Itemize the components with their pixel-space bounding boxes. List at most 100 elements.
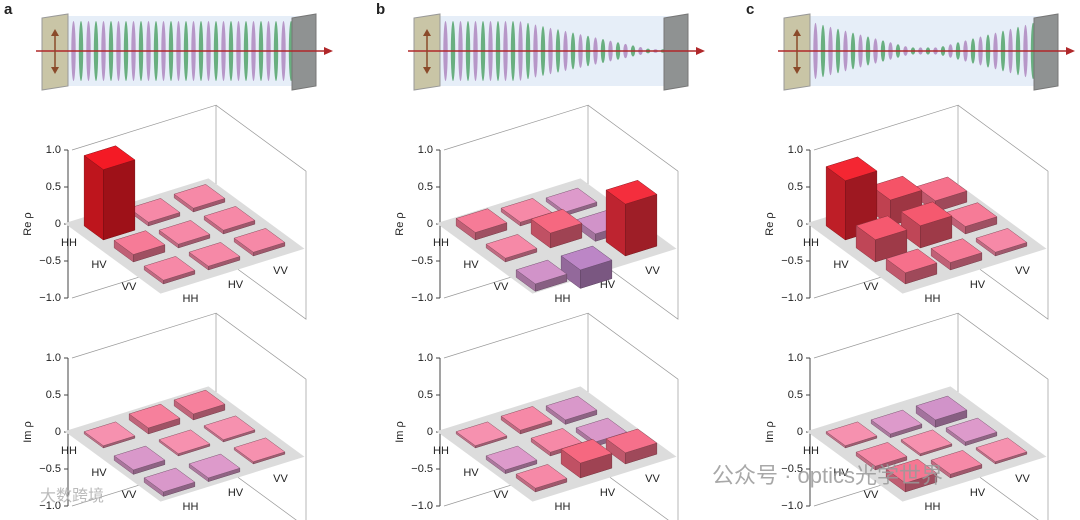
side-wall: [587, 312, 679, 520]
bar-face-top: [870, 175, 923, 201]
z-tick-label: −1.0: [39, 500, 61, 512]
bar-face-top: [825, 156, 878, 182]
column-label: VV: [273, 473, 288, 485]
bar-face-top: [455, 208, 508, 233]
column-label: HV: [600, 487, 616, 499]
polarization-arrow: [51, 67, 59, 74]
column-label: HV: [600, 279, 616, 291]
bar: [455, 421, 508, 449]
bar: [173, 184, 226, 213]
bar-face-top: [113, 230, 166, 255]
bar: [188, 242, 241, 271]
bar-face-top: [605, 428, 658, 454]
bar-face-top: [158, 429, 211, 454]
side-wall: [957, 312, 1049, 520]
bar: [143, 467, 196, 497]
bar-face-top: [203, 206, 256, 231]
z-tick-label: 0: [797, 426, 803, 438]
bar-face-top: [855, 215, 908, 241]
bar: [855, 215, 908, 263]
bar-face-front: [625, 194, 658, 257]
z-tick-label: 1.0: [418, 352, 433, 364]
row-label: VV: [122, 281, 137, 293]
bar: [203, 415, 256, 443]
bar-face-top: [560, 438, 613, 464]
bar-face-top: [930, 238, 983, 263]
row-label: VV: [494, 489, 509, 501]
z-tick-label: −0.5: [411, 463, 433, 475]
bar: [885, 248, 938, 285]
column-label: VV: [1015, 473, 1030, 485]
bar: [900, 201, 953, 249]
z-tick-label: 1.0: [418, 144, 433, 156]
column-label: HH: [555, 501, 571, 513]
row-label: HH: [803, 237, 819, 249]
z-tick-label: 0.5: [788, 181, 803, 193]
z-axis-label: Re ρ: [394, 212, 406, 235]
bar-face-top: [915, 395, 968, 421]
z-tick-label: 0.5: [46, 181, 61, 193]
bar-face-top: [188, 453, 241, 479]
cavity-illustration: [408, 13, 705, 91]
z-tick-label: −1.0: [39, 292, 61, 304]
bar-face-top: [143, 467, 196, 493]
bar: [83, 421, 136, 449]
z-axis-label: Re ρ: [764, 212, 776, 235]
bar-face-top: [545, 187, 598, 213]
cavity-illustration: [36, 13, 333, 91]
row-label: HV: [91, 259, 107, 271]
z-tick-label: 0: [427, 218, 433, 230]
bar: [173, 389, 226, 421]
bar-face-top: [545, 395, 598, 421]
bar-face-top: [975, 437, 1028, 462]
z-axis-label: Im ρ: [764, 421, 776, 443]
bar: [233, 437, 286, 465]
bar: [560, 438, 613, 479]
z-axis-label: Im ρ: [22, 421, 34, 443]
z-tick-label: −0.5: [411, 255, 433, 267]
bar-face-top: [530, 208, 583, 234]
bar-face-top: [113, 445, 166, 471]
z-tick-label: 1.0: [788, 352, 803, 364]
bar: [930, 238, 983, 271]
side-wall: [587, 104, 679, 320]
column-label: VV: [645, 473, 660, 485]
bar: [605, 179, 658, 257]
z-tick-label: −0.5: [39, 463, 61, 475]
bar: [485, 445, 538, 475]
bar: [975, 228, 1028, 257]
bar-face-top: [188, 242, 241, 267]
bar-face-top: [203, 415, 256, 440]
column-label: HV: [228, 279, 244, 291]
mirror: [291, 13, 317, 91]
bar: [560, 245, 613, 289]
bar: [143, 256, 196, 285]
polarization-arrow: [793, 29, 801, 36]
bar: [500, 406, 553, 435]
z-tick-label: −1.0: [781, 292, 803, 304]
bar: [455, 208, 508, 241]
bar-face-top: [128, 198, 181, 223]
bar: [530, 208, 583, 249]
mirror: [663, 13, 689, 91]
bar: [188, 453, 241, 483]
z-tick-label: −0.5: [39, 255, 61, 267]
bar: [605, 428, 658, 465]
bar-face-left: [83, 155, 104, 241]
row-label: HV: [833, 259, 849, 271]
bar: [515, 464, 568, 493]
bar-face-top: [455, 421, 508, 446]
watermark: 大数跨境: [40, 486, 104, 505]
bar: [825, 421, 878, 449]
bar: [545, 395, 598, 425]
column-label: HH: [925, 293, 941, 305]
bar: [83, 145, 136, 241]
row-label: HH: [803, 445, 819, 457]
z-tick-label: −0.5: [781, 255, 803, 267]
bar-face-top: [945, 202, 998, 227]
column-label: HV: [970, 279, 986, 291]
z-tick-label: −1.0: [411, 500, 433, 512]
bar-face-top: [900, 201, 953, 227]
bar-face-top: [83, 145, 136, 170]
column-label: HH: [183, 293, 199, 305]
